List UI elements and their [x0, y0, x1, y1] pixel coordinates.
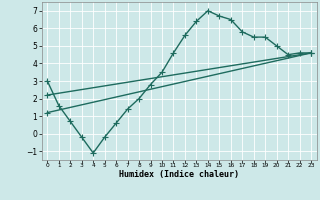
- X-axis label: Humidex (Indice chaleur): Humidex (Indice chaleur): [119, 170, 239, 179]
